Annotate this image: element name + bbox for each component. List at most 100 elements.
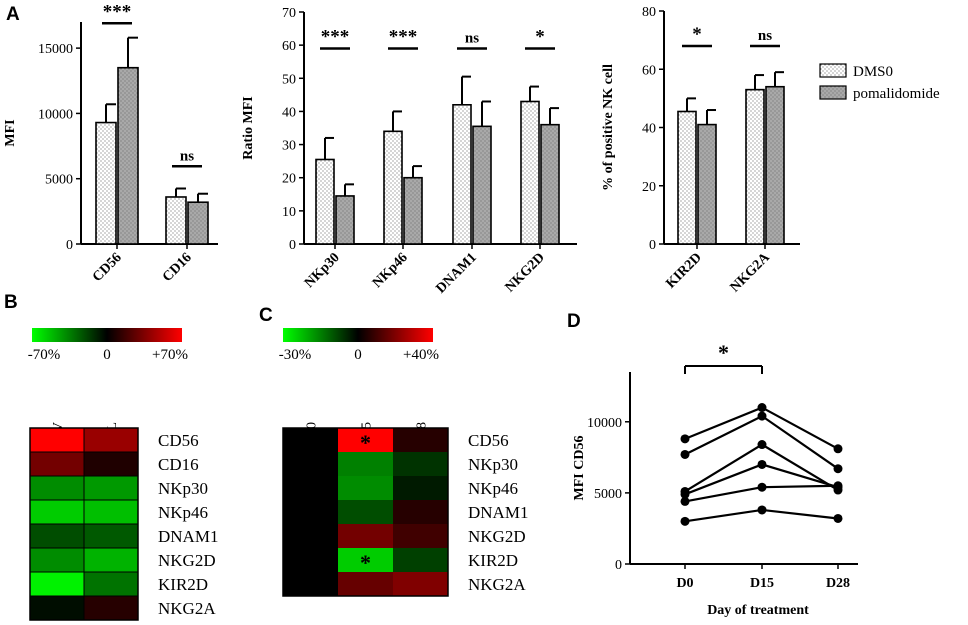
y-tick-label: 10000 — [38, 107, 73, 122]
y-tick-label: 0 — [289, 238, 296, 253]
heatmap-row-label: CD56 — [468, 431, 509, 450]
bar-pomalidomide — [765, 85, 785, 245]
colorbar-mid-label: 0 — [103, 347, 111, 363]
heatmap-row-label: NKp46 — [158, 503, 208, 522]
heatmap-row-label: NKp46 — [468, 479, 518, 498]
panel-label-c: C — [259, 305, 273, 326]
legend-label-pomalidomide: pomalidomide — [853, 86, 940, 102]
y-tick-label: 5000 — [45, 173, 73, 188]
bar-pomalidomide — [540, 123, 560, 245]
heatmap-cell — [338, 452, 393, 476]
heatmap-cell — [29, 427, 85, 453]
y-axis-label: MFI CD56 — [572, 436, 587, 501]
heatmap-cell — [83, 475, 139, 501]
colorbar-mid-label: 0 — [354, 347, 362, 363]
heatmap-cell — [83, 571, 139, 597]
y-tick-label: 70 — [282, 6, 296, 21]
colorbar-max-label: +70% — [152, 347, 188, 363]
significance-star: * — [360, 430, 371, 455]
data-point — [680, 489, 690, 499]
category-label: NKp30 — [302, 250, 343, 291]
heatmap-cell — [83, 499, 139, 525]
data-point — [757, 411, 767, 421]
data-point — [833, 481, 843, 491]
y-tick-label: 50 — [282, 72, 296, 87]
y-tick-label: 15000 — [38, 42, 73, 57]
bar-dmso — [452, 104, 472, 245]
category-label: NKG2D — [503, 250, 548, 295]
significance-label: * — [692, 24, 702, 45]
colorbar-max-label: +40% — [403, 347, 439, 363]
category-label: CD56 — [90, 250, 125, 285]
heatmap-cell — [338, 572, 393, 596]
heatmap-row-label: NKG2A — [158, 599, 216, 618]
y-tick-label: 5000 — [594, 487, 622, 502]
heatmap-cell — [29, 571, 85, 597]
x-tick-label: D28 — [826, 576, 850, 591]
bar-pomalidomide — [335, 195, 355, 245]
bar-chart-cd-markers: 0 5000 10000 15000 MFI *** CD56 ns CD16 — [3, 1, 218, 285]
heatmap-cell — [83, 427, 139, 453]
data-point — [757, 482, 767, 492]
y-tick-label: 20 — [282, 172, 296, 187]
heatmap-cell — [29, 451, 85, 477]
heatmap-row-label: DNAM1 — [468, 503, 528, 522]
heatmap-hv-aml: -70%0+70%HVAMLCD56CD16NKp30NKp46DNAM1NKG… — [28, 328, 218, 621]
x-tick-label: D0 — [676, 576, 693, 591]
heatmap-cell — [338, 476, 393, 500]
heatmap-cell — [283, 476, 338, 500]
colorbar — [283, 328, 433, 342]
heatmap-cell — [83, 595, 139, 621]
heatmap-cell — [393, 572, 448, 596]
heatmap-cell — [283, 572, 338, 596]
legend-swatch-dmso — [819, 63, 847, 78]
bar-dmso — [520, 100, 540, 245]
bar-pomalidomide — [403, 176, 423, 245]
data-point — [757, 459, 767, 469]
y-tick-label: 60 — [642, 63, 656, 78]
legend-label-dmso: DMS0 — [853, 64, 893, 80]
data-point — [680, 434, 690, 444]
heatmap-cell — [393, 428, 448, 452]
data-point — [757, 403, 767, 413]
heatmap-cell — [283, 524, 338, 548]
heatmap-row-label: NKG2A — [468, 575, 526, 594]
heatmap-cell — [338, 428, 393, 452]
y-tick-label: 0 — [66, 238, 73, 253]
bar-pomalidomide — [187, 201, 209, 245]
y-axis-label: MFI — [3, 119, 18, 146]
significance-label: ns — [180, 148, 194, 164]
data-point — [757, 505, 767, 515]
panel-label-b: B — [4, 292, 18, 313]
bar-dmso — [677, 110, 697, 245]
bar-pomalidomide — [117, 66, 139, 245]
y-tick-label: 40 — [282, 105, 296, 120]
bar-pomalidomide — [697, 123, 717, 245]
heatmap-row-label: KIR2D — [158, 575, 208, 594]
category-label: NKG2A — [728, 250, 774, 296]
heatmap-cell — [29, 547, 85, 573]
y-tick-label: 40 — [642, 122, 656, 137]
category-label: NKp46 — [370, 250, 411, 291]
significance-label: *** — [389, 26, 418, 47]
heatmap-row-label: CD56 — [158, 431, 199, 450]
heatmap-cell — [83, 547, 139, 573]
data-point — [680, 449, 690, 459]
data-point — [833, 444, 843, 454]
heatmap-row-label: NKG2D — [158, 551, 216, 570]
heatmap-cell — [393, 500, 448, 524]
data-point — [757, 440, 767, 450]
panel-label-a: A — [6, 4, 20, 25]
heatmap-row-label: CD16 — [158, 455, 199, 474]
heatmap-row-label: DNAM1 — [158, 527, 218, 546]
heatmap-row-label: KIR2D — [468, 551, 518, 570]
heatmap-cell — [283, 500, 338, 524]
heatmap-cell — [338, 500, 393, 524]
y-axis-label: % of positive NK cell — [601, 64, 616, 191]
significance-label: ns — [758, 28, 772, 44]
significance-label: * — [535, 26, 545, 47]
colorbar — [32, 328, 182, 342]
panel-label-d: D — [567, 311, 581, 332]
data-point — [833, 464, 843, 474]
